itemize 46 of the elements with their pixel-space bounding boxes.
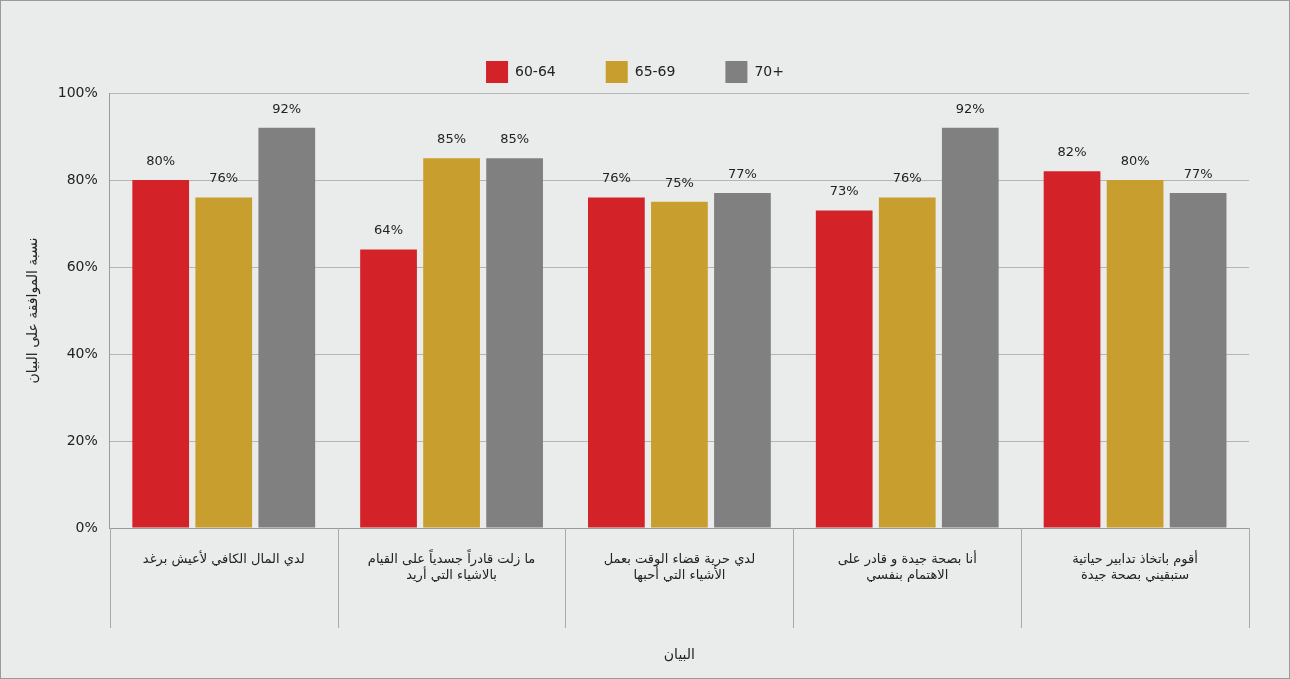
bar (1106, 180, 1164, 528)
bar (258, 127, 316, 528)
x-tick-label: أنا بصحة جيدة و قادر على الاهتمام بنفسي (837, 550, 977, 582)
y-tick-label: 80% (66, 170, 98, 187)
data-label: 80% (1120, 152, 1150, 168)
data-label: 92% (272, 100, 302, 116)
data-label: 77% (1183, 165, 1213, 181)
x-tick-label: لدي حرية قضاء الوقت بعمل الأشياء التي أحبها (603, 551, 756, 583)
data-label: 92% (955, 100, 985, 116)
bar (941, 127, 999, 528)
bar (132, 180, 190, 528)
x-tick-label: ما زلت قادراً جسدياً على القيام بالاشياء التي أريد (367, 549, 536, 583)
data-label: 64% (374, 222, 403, 238)
legend-label: 60-64 (515, 62, 556, 79)
bar (878, 197, 936, 528)
y-axis-title: نسبة الموافقة على البيان (24, 237, 42, 384)
bar (588, 197, 645, 528)
bar (714, 193, 771, 528)
bar (1169, 193, 1227, 528)
data-label: 75% (664, 174, 694, 190)
bar (423, 158, 480, 528)
data-label: 76% (892, 170, 922, 186)
bar (1043, 171, 1101, 528)
data-label: 76% (209, 170, 239, 186)
data-label: 73% (829, 183, 859, 199)
bar (815, 210, 873, 528)
bar (195, 197, 253, 528)
data-label: 80% (146, 152, 176, 168)
data-label: 82% (1057, 144, 1087, 160)
bar (486, 158, 543, 528)
bar (360, 249, 417, 528)
data-label: 85% (500, 131, 530, 147)
data-label: 85% (437, 131, 467, 147)
y-tick-label: 60% (66, 257, 98, 274)
legend-label: 70+ (754, 62, 784, 79)
data-label: 76% (601, 170, 631, 186)
bar (651, 201, 708, 528)
data-label: 77% (727, 165, 757, 181)
x-axis-title: البيان (663, 646, 695, 663)
x-tick-label: لدي المال الكافي لأعيش برغد (142, 550, 305, 568)
y-tick-label: 100% (57, 83, 98, 100)
x-tick-label: أقوم باتخاذ تدابير حياتية ستبقيني بصحة جيدة (1072, 550, 1198, 582)
y-tick-label: 40% (66, 344, 98, 361)
y-tick-label: 0% (75, 518, 98, 535)
legend-label: 65-69 (634, 62, 676, 79)
y-tick-label: 20% (66, 431, 98, 448)
